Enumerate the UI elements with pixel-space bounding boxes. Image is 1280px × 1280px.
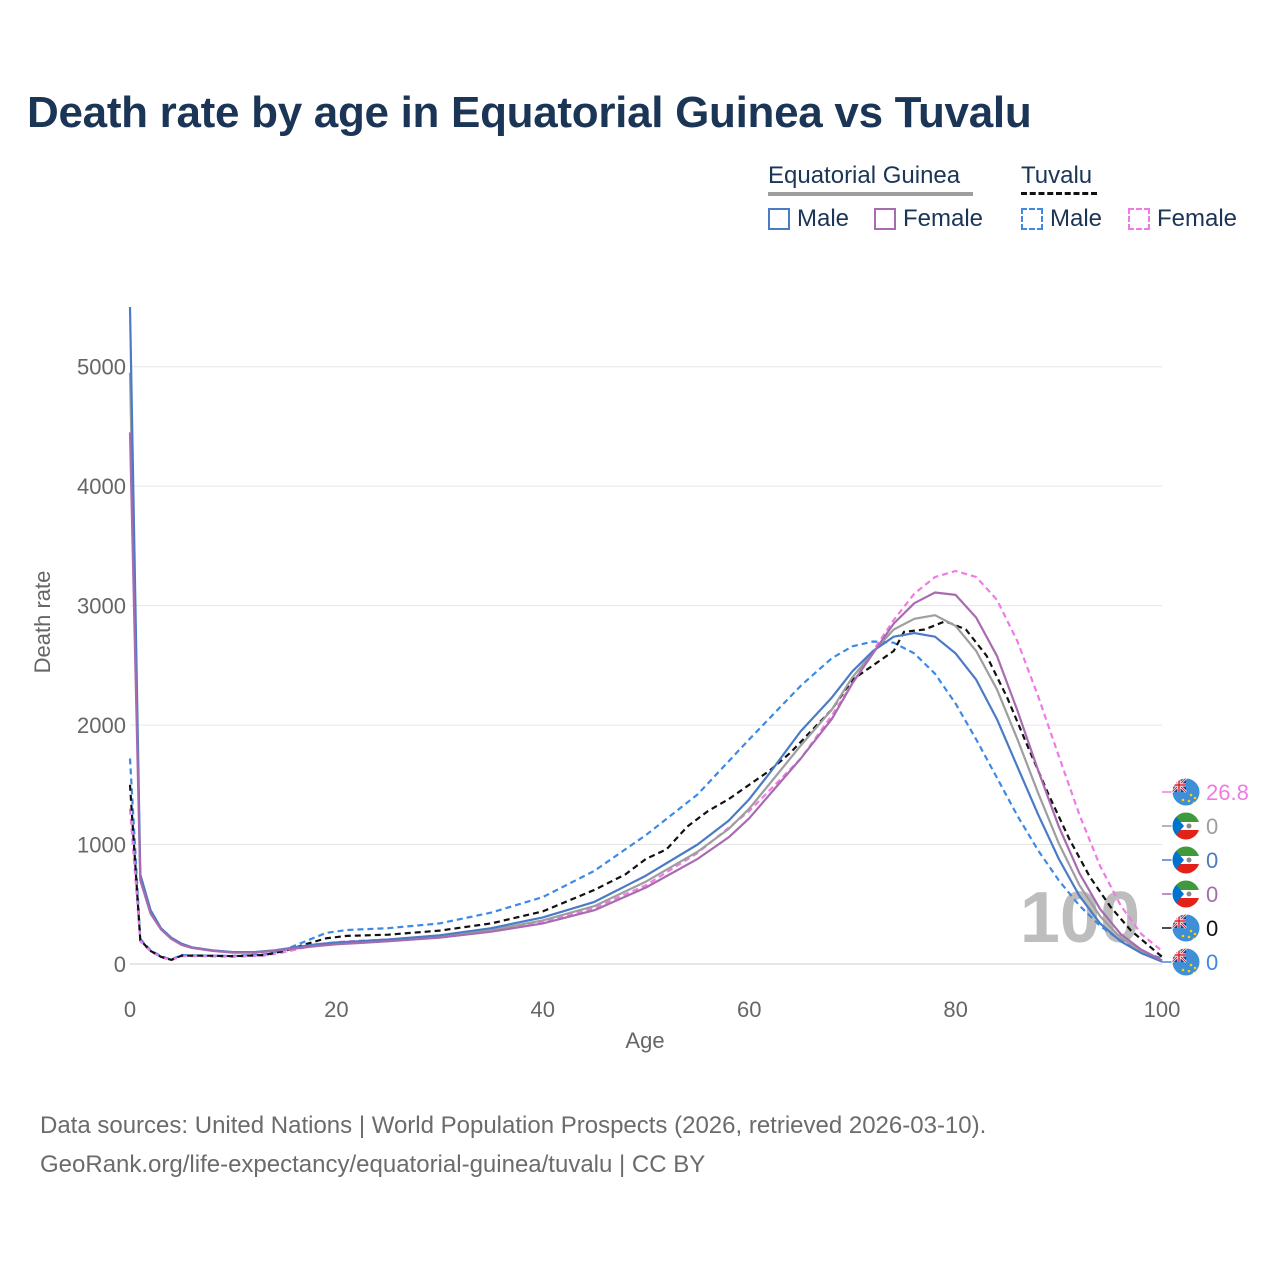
series-line-equatorial-guinea-male[interactable] bbox=[128, 306, 1163, 963]
x-tick-label: 40 bbox=[531, 997, 555, 1022]
gridlines bbox=[130, 366, 1162, 965]
tuvalu-flag-icon bbox=[1171, 913, 1201, 943]
x-tick-label: 60 bbox=[737, 997, 761, 1022]
legend-group-equatorial-guinea[interactable]: Equatorial Guinea bbox=[768, 162, 961, 189]
end-value-label: 0 bbox=[1206, 882, 1218, 907]
chart-title: Death rate by age in Equatorial Guinea v… bbox=[27, 88, 1032, 137]
legend-swatch-tv-male bbox=[1021, 208, 1043, 230]
series-lines bbox=[128, 306, 1163, 963]
y-tick-label: 4000 bbox=[77, 474, 126, 499]
x-axis-label: Age bbox=[625, 1028, 664, 1053]
footer-sources: Data sources: United Nations | World Pop… bbox=[40, 1112, 987, 1139]
equatorial-guinea-flag-icon bbox=[1171, 811, 1201, 841]
legend-swatch-eg-male bbox=[768, 208, 790, 230]
legend-line-equatorial-guinea bbox=[768, 192, 973, 196]
y-tick-label: 2000 bbox=[77, 713, 126, 738]
footer: Data sources: United Nations | World Pop… bbox=[40, 1106, 986, 1184]
x-tick-label: 80 bbox=[943, 997, 967, 1022]
y-tick-label: 5000 bbox=[77, 355, 126, 380]
series-line-tuvalu-male[interactable] bbox=[128, 640, 1163, 961]
legend-group-tuvalu[interactable]: Tuvalu bbox=[1021, 162, 1093, 189]
tuvalu-flag-icon bbox=[1171, 947, 1201, 977]
equatorial-guinea-flag-icon bbox=[1171, 879, 1201, 909]
tuvalu-flag-icon bbox=[1171, 777, 1201, 807]
series-line-tuvalu-total[interactable] bbox=[128, 620, 1163, 961]
y-tick-label: 1000 bbox=[77, 833, 126, 858]
x-tick-label: 100 bbox=[1144, 997, 1181, 1022]
end-value-label: 0 bbox=[1206, 916, 1218, 941]
end-value-label: 26.8 bbox=[1206, 780, 1249, 805]
legend-swatch-eg-female bbox=[874, 208, 896, 230]
end-value-label: 0 bbox=[1206, 950, 1218, 975]
series-line-equatorial-guinea-total[interactable] bbox=[128, 372, 1163, 962]
y-axis-label: Death rate bbox=[30, 571, 55, 674]
equatorial-guinea-flag-icon bbox=[1171, 845, 1201, 875]
series-line-tuvalu-female[interactable] bbox=[128, 569, 1163, 962]
end-value-label: 0 bbox=[1206, 848, 1218, 873]
axes: 0 1000 2000 3000 4000 5000 0 20 40 60 80 100 bbox=[77, 355, 1180, 1022]
current-age-watermark: 100 bbox=[1020, 878, 1140, 958]
y-tick-label: 3000 bbox=[77, 594, 126, 619]
y-tick-label: 0 bbox=[114, 952, 126, 977]
x-tick-label: 0 bbox=[124, 997, 136, 1022]
line-chart: 0 1000 2000 3000 4000 5000 0 20 40 60 80 100 100 26… bbox=[30, 306, 1249, 1053]
legend-line-tuvalu bbox=[1021, 192, 1097, 195]
end-value-label: 0 bbox=[1206, 814, 1218, 839]
series-line-equatorial-guinea-female[interactable] bbox=[128, 432, 1163, 962]
footer-link[interactable]: GeoRank.org/life-expectancy/equatorial-g… bbox=[40, 1151, 706, 1178]
end-labels: 26.8 0 0 0 0 0 bbox=[1162, 777, 1249, 977]
x-tick-label: 20 bbox=[324, 997, 348, 1022]
legend-swatch-tv-female bbox=[1128, 208, 1150, 230]
legend: Equatorial Guinea Tuvalu Male Female Mal… bbox=[768, 162, 1238, 232]
